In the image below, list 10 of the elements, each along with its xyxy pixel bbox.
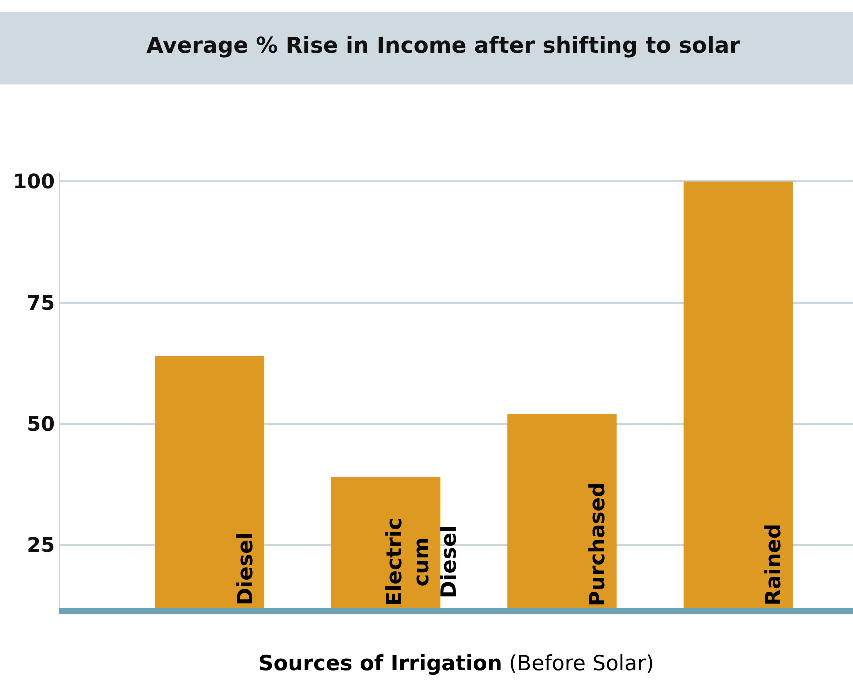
y-tick-label: 100 [13, 170, 55, 194]
y-tick-label: 75 [27, 290, 55, 315]
x-tick-label: Diesel [234, 532, 258, 606]
chart-title: Average % Rise in Income after shifting to solar [146, 34, 741, 60]
x-tick-label: Purchased [585, 482, 610, 606]
y-tick-label: 50 [27, 412, 55, 436]
x-axis-title: Sources of Irrigation (Before Solar) [258, 652, 654, 676]
y-tick-label: 25 [27, 533, 55, 558]
x-tick-label: Rained [762, 524, 786, 606]
x-tick-label: Electric cum Diesel [382, 518, 461, 606]
